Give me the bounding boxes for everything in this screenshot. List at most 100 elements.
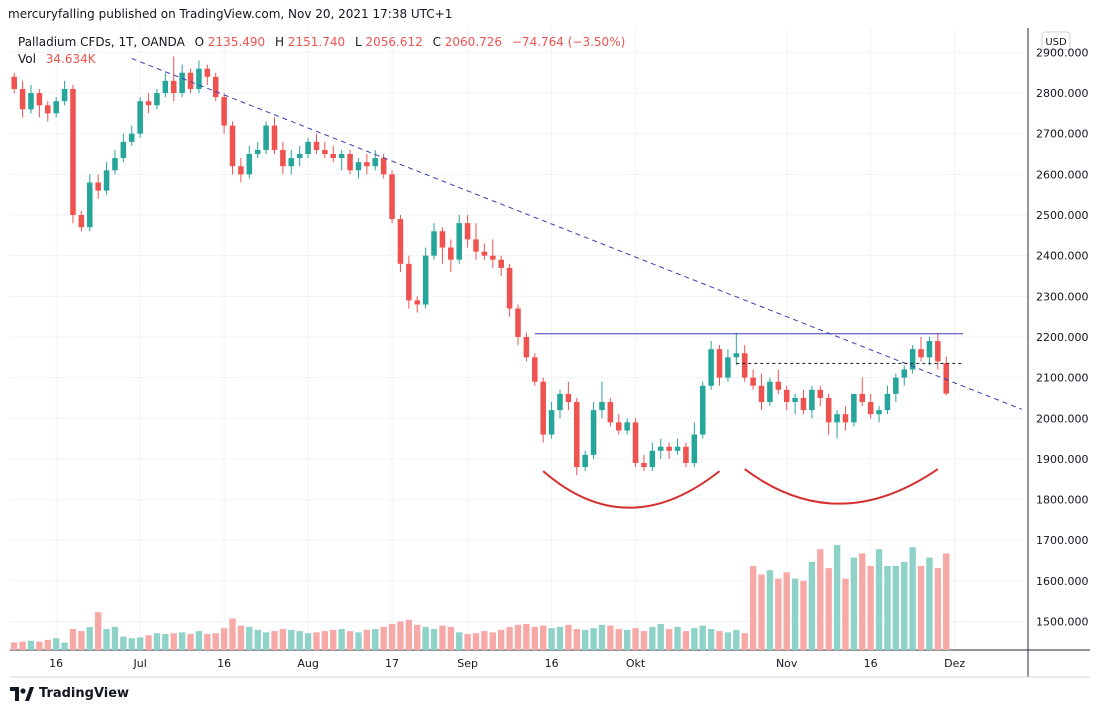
candle-body	[112, 158, 118, 171]
volume-bar	[120, 636, 127, 650]
candle-body	[271, 125, 278, 150]
candle-body	[783, 389, 790, 403]
price-tick-label: 1700.000	[1036, 534, 1089, 547]
volume-bar	[78, 631, 85, 650]
candle-body	[809, 389, 815, 411]
volume-bar	[246, 626, 253, 650]
volume-bar	[598, 624, 606, 650]
volume-bars	[11, 545, 950, 650]
candle-body	[456, 223, 462, 260]
candle-body	[498, 259, 504, 268]
volume-bar	[514, 624, 522, 650]
candle-body	[179, 72, 185, 94]
volume-bar	[817, 549, 824, 650]
candle-body	[53, 101, 59, 114]
volume-bar	[19, 641, 26, 650]
candle-body	[590, 410, 597, 455]
candle-body	[901, 369, 908, 378]
legend-open-value: 2135.490	[208, 35, 265, 49]
legend-high-label: H	[275, 35, 284, 49]
volume-bar	[61, 642, 68, 650]
candle-body	[607, 402, 614, 423]
volume-bar	[271, 631, 278, 650]
volume-bar	[733, 629, 740, 650]
volume-bar	[749, 566, 757, 650]
tradingview-logo-icon	[10, 686, 34, 701]
volume-bar	[145, 635, 152, 650]
time-tick-label: 16	[49, 657, 63, 670]
volume-bar	[926, 557, 933, 650]
volume-bar	[741, 633, 748, 650]
candle-body	[19, 88, 26, 110]
price-tick-label: 2200.000	[1036, 331, 1089, 344]
volume-bar	[498, 629, 505, 650]
candle-body	[876, 410, 882, 415]
volume-bar	[825, 568, 832, 650]
volume-bar	[892, 566, 900, 650]
price-tick-label: 1600.000	[1036, 575, 1089, 588]
candle-body	[884, 393, 891, 411]
price-tick-label: 2100.000	[1036, 372, 1089, 385]
volume-bar	[665, 629, 673, 650]
volume-bar	[355, 632, 362, 650]
volume-bar	[791, 578, 799, 650]
legend-close-value: 2060.726	[445, 35, 502, 49]
volume-bar	[464, 634, 471, 650]
candle-body	[683, 446, 689, 463]
volume-bar	[288, 629, 295, 650]
candle-body	[490, 255, 496, 260]
candle-body	[137, 101, 143, 134]
legend-close-label: C	[433, 35, 441, 49]
volume-bar	[212, 633, 219, 650]
candle-body	[145, 101, 152, 106]
candle-body	[624, 422, 630, 431]
volume-bar	[187, 634, 194, 650]
volume-bar	[346, 631, 354, 650]
volume-bar	[682, 631, 690, 650]
legend-high-value: 2151.740	[288, 35, 345, 49]
candle-body	[649, 450, 656, 468]
candle-body	[943, 363, 950, 394]
volume-bar	[724, 632, 732, 650]
candle-body	[212, 76, 219, 98]
tradingview-brand[interactable]: TradingView	[10, 686, 129, 701]
volume-bar	[279, 629, 287, 650]
candle-body	[909, 349, 916, 370]
volume-bar	[934, 568, 942, 650]
volume-bar	[943, 553, 950, 650]
volume-bar	[296, 631, 303, 650]
candle-body	[397, 219, 404, 264]
candlesticks	[11, 56, 950, 476]
candle-body	[632, 422, 639, 463]
candle-body	[557, 393, 563, 411]
candle-body	[582, 454, 588, 468]
cup-arc-2	[744, 468, 939, 505]
time-tick-label: Nov	[776, 657, 798, 670]
volume-bar	[44, 639, 51, 650]
volume-bar	[195, 631, 203, 650]
legend-symbol[interactable]: Palladium CFDs, 1T, OANDA O 2135.490 H 2…	[18, 35, 625, 49]
volume-bar	[330, 629, 337, 650]
candle-body	[750, 377, 756, 386]
volume-bar	[640, 631, 648, 650]
legend-low-value: 2056.612	[365, 35, 422, 49]
candle-body	[103, 170, 110, 191]
time-tick-label: 16	[217, 657, 231, 670]
volume-bar	[766, 570, 774, 650]
candle-body	[935, 341, 941, 362]
volume-bar	[254, 629, 261, 650]
volume-bar	[229, 618, 236, 650]
volume-bar	[414, 624, 421, 650]
candle-body	[641, 462, 647, 468]
volume-bar	[372, 629, 379, 650]
volume-bar	[162, 634, 169, 650]
candle-body	[406, 263, 412, 301]
currency-button[interactable]: USD	[1041, 31, 1071, 51]
time-axis: 16 Jul 16 Aug 17 Sep 16 Okt Nov 16 Dez	[49, 657, 965, 670]
candle-body	[851, 393, 857, 423]
candle-body	[532, 357, 538, 382]
candle-body	[666, 446, 672, 451]
volume-bar	[901, 561, 908, 650]
candle-body	[95, 182, 101, 191]
